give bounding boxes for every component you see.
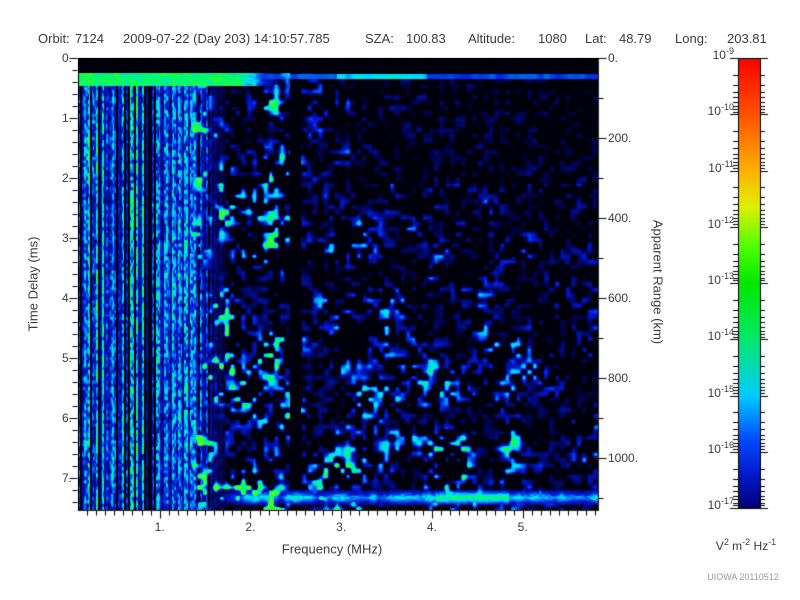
x-tick-label: 3. xyxy=(336,520,347,534)
exponent: -17 xyxy=(720,496,734,506)
y2-tick-label: 600. xyxy=(608,291,632,305)
y2-tick-label: 1000. xyxy=(608,451,639,465)
exponent: -16 xyxy=(720,439,734,450)
exponent: -1 xyxy=(768,537,777,547)
exponent: -11 xyxy=(721,158,734,169)
altitude-value: 1080 xyxy=(538,31,567,46)
y2-tick-label: 200. xyxy=(608,131,632,145)
colorbar-unit-label: V2 m-2 Hz-1 xyxy=(715,537,777,553)
y2-tick-label: 400. xyxy=(608,211,632,225)
exponent: -12 xyxy=(720,214,734,225)
colorbar-tick-label: 10-17 xyxy=(707,496,734,512)
colorbar-tick-label: 10-12 xyxy=(707,214,734,231)
y-tick-label: 2. xyxy=(61,171,72,186)
y-tick-label: 7. xyxy=(61,471,72,486)
y-tick-label: 1. xyxy=(61,111,72,126)
y-axis-title: Time Delay (ms) xyxy=(25,236,41,332)
x-tick-label: 2. xyxy=(245,520,256,534)
sza-label: SZA: xyxy=(365,31,394,46)
lat-label: Lat: xyxy=(585,31,607,46)
y2-tick-label: 0. xyxy=(608,51,619,65)
exponent: -9 xyxy=(725,46,734,56)
x-tick-label: 1. xyxy=(154,520,165,534)
exponent: 2 xyxy=(723,537,729,547)
exponent: -13 xyxy=(720,271,734,281)
colorbar-tick-label: 10-14 xyxy=(707,327,734,344)
colorbar-tick-label: 10-16 xyxy=(707,439,734,456)
x-tick-label: 4. xyxy=(426,520,437,534)
colorbar-tick-label: 10-11 xyxy=(708,158,734,175)
y2-tick-label: 800. xyxy=(608,371,632,385)
ionogram-spectrogram-canvas xyxy=(78,58,598,510)
datetime-value: 2009-07-22 (Day 203) 14:10:57.785 xyxy=(123,31,330,46)
credit-text: UIOWA 20110512 xyxy=(707,572,779,582)
exponent: -2 xyxy=(742,537,751,547)
long-value: 203.81 xyxy=(727,31,767,46)
y-tick-label: 0. xyxy=(61,51,72,65)
long-label: Long: xyxy=(675,31,708,46)
colorbar-tick-label: 10-9 xyxy=(712,46,734,62)
y-tick-label: 4. xyxy=(61,291,72,306)
y-tick-label: 5. xyxy=(61,351,72,366)
sza-value: 100.83 xyxy=(406,31,446,46)
lat-value: 48.79 xyxy=(619,31,652,46)
x-tick-label: 5. xyxy=(517,520,528,534)
x-axis-title: Frequency (MHz) xyxy=(281,541,383,557)
exponent: -14 xyxy=(720,327,734,338)
y-tick-label: 6. xyxy=(61,411,72,426)
altitude-label: Altitude: xyxy=(468,31,515,46)
exponent: -10 xyxy=(720,102,734,113)
colorbar-tick-label: 10-13 xyxy=(707,271,734,287)
colorbar-tick-label: 10-10 xyxy=(707,102,734,119)
exponent: -15 xyxy=(720,383,734,394)
colorbar-tick-label: 10-15 xyxy=(707,383,734,400)
orbit-label: Orbit: xyxy=(38,31,70,46)
y2-axis-title: Apparent Range (km) xyxy=(650,219,666,345)
orbit-value: 7124 xyxy=(75,31,104,46)
y-tick-label: 3. xyxy=(61,231,72,246)
